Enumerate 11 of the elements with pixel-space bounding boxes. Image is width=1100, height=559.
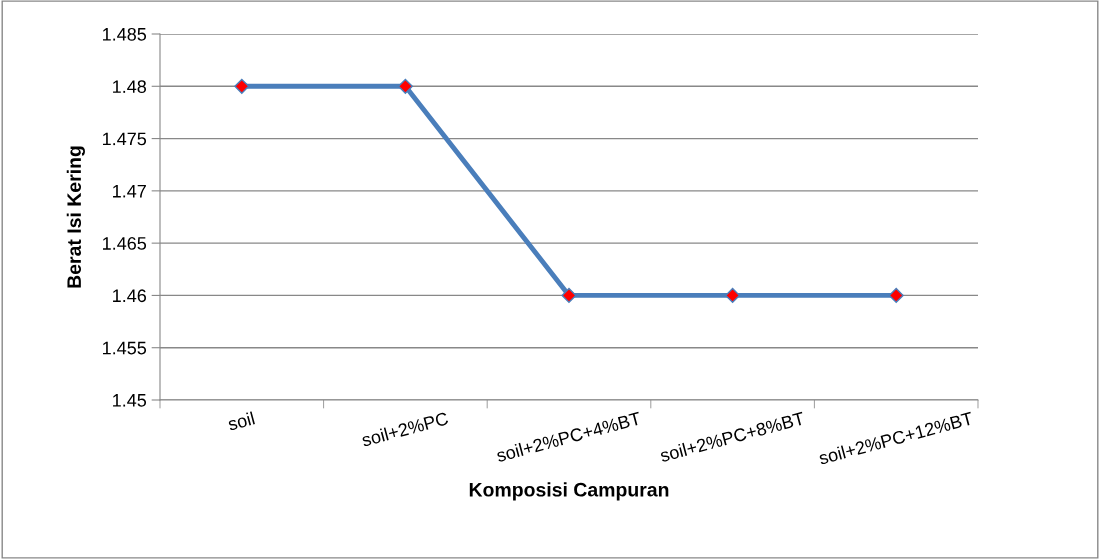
y-tick-label: 1.45 [113,394,147,407]
y-tick-label: 1.485 [103,27,147,41]
y-tick-label: 1.48 [113,80,147,94]
y-axis-title: Berat Isi Kering [66,146,85,288]
y-tick-label: 1.47 [113,184,146,198]
y-tick-label: 1.46 [113,289,147,303]
x-tick-label: soil [227,411,255,431]
y-tick-label: 1.455 [103,341,147,355]
y-tick-label: 1.465 [103,237,147,250]
y-tick-label: 1.475 [103,132,147,146]
x-axis-title: Komposisi Campuran [469,482,669,501]
